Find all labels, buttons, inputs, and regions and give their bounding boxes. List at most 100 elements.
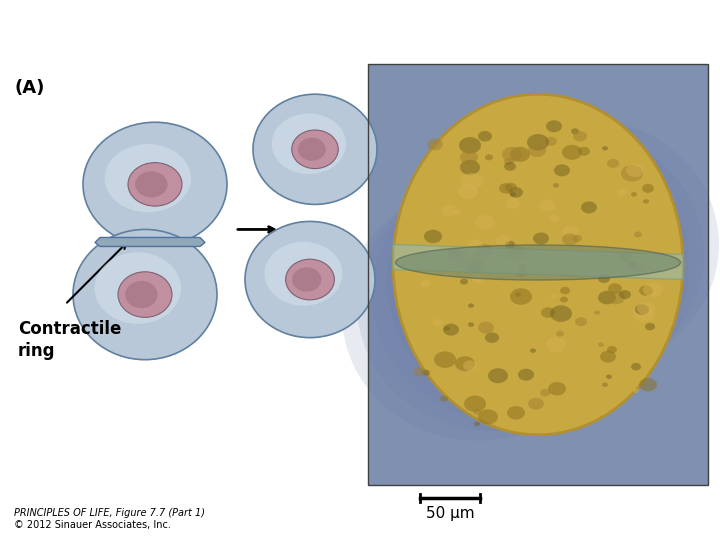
Text: © 2012 Sinauer Associates, Inc.: © 2012 Sinauer Associates, Inc. [14, 520, 171, 530]
Ellipse shape [433, 319, 443, 326]
Text: (A): (A) [14, 79, 45, 97]
Ellipse shape [135, 171, 168, 198]
Ellipse shape [527, 134, 549, 151]
Ellipse shape [546, 337, 566, 352]
Ellipse shape [560, 296, 568, 302]
Ellipse shape [553, 183, 559, 187]
Ellipse shape [468, 303, 474, 308]
Ellipse shape [607, 159, 619, 168]
Ellipse shape [474, 244, 494, 259]
Ellipse shape [478, 409, 498, 424]
Ellipse shape [551, 294, 557, 299]
Ellipse shape [402, 148, 674, 401]
Ellipse shape [505, 183, 517, 192]
Ellipse shape [466, 258, 486, 273]
Ellipse shape [468, 322, 474, 327]
Ellipse shape [475, 215, 495, 230]
Ellipse shape [606, 374, 612, 379]
Ellipse shape [298, 138, 326, 161]
Ellipse shape [453, 210, 461, 215]
Ellipse shape [635, 305, 649, 315]
Ellipse shape [600, 350, 616, 363]
Ellipse shape [420, 280, 430, 287]
Ellipse shape [432, 129, 704, 381]
Ellipse shape [643, 199, 649, 204]
Ellipse shape [286, 259, 334, 300]
Ellipse shape [467, 239, 483, 252]
Ellipse shape [455, 356, 475, 371]
Ellipse shape [619, 290, 631, 299]
Ellipse shape [393, 94, 683, 435]
Ellipse shape [455, 259, 467, 268]
Ellipse shape [510, 192, 516, 197]
Ellipse shape [496, 235, 510, 246]
Ellipse shape [387, 158, 659, 411]
Ellipse shape [545, 137, 557, 146]
Ellipse shape [594, 310, 600, 315]
Ellipse shape [548, 382, 566, 395]
Ellipse shape [550, 305, 572, 322]
Ellipse shape [539, 199, 555, 212]
Ellipse shape [253, 94, 377, 205]
Polygon shape [95, 238, 205, 246]
Ellipse shape [642, 184, 654, 193]
Ellipse shape [560, 287, 570, 294]
Text: PRINCIPLES OF LIFE, Figure 7.7 (Part 1): PRINCIPLES OF LIFE, Figure 7.7 (Part 1) [14, 508, 205, 518]
Ellipse shape [621, 165, 643, 181]
Ellipse shape [541, 307, 555, 318]
Ellipse shape [515, 292, 521, 297]
Bar [368, 64, 708, 485]
Ellipse shape [643, 282, 663, 297]
Ellipse shape [485, 154, 493, 160]
Ellipse shape [473, 409, 481, 415]
Ellipse shape [518, 264, 528, 271]
Ellipse shape [444, 326, 450, 331]
Ellipse shape [413, 367, 425, 376]
Ellipse shape [125, 281, 158, 308]
Ellipse shape [506, 246, 526, 261]
Ellipse shape [464, 395, 486, 412]
Ellipse shape [292, 130, 338, 168]
Ellipse shape [417, 138, 689, 391]
Ellipse shape [571, 129, 579, 134]
Ellipse shape [271, 113, 346, 174]
Ellipse shape [639, 378, 657, 392]
Ellipse shape [562, 233, 578, 246]
Ellipse shape [528, 398, 544, 410]
Ellipse shape [485, 333, 499, 343]
Ellipse shape [528, 144, 546, 157]
Ellipse shape [504, 162, 516, 171]
Ellipse shape [83, 122, 227, 246]
Ellipse shape [598, 291, 616, 305]
Ellipse shape [440, 396, 448, 402]
Polygon shape [393, 245, 683, 280]
Ellipse shape [607, 346, 617, 353]
Ellipse shape [460, 151, 478, 164]
Ellipse shape [245, 221, 375, 338]
Ellipse shape [562, 145, 582, 160]
Ellipse shape [607, 291, 625, 305]
Ellipse shape [562, 225, 578, 238]
Ellipse shape [434, 352, 456, 368]
Ellipse shape [631, 192, 637, 197]
Ellipse shape [422, 370, 430, 376]
Ellipse shape [441, 205, 457, 217]
Ellipse shape [633, 388, 639, 393]
Ellipse shape [505, 241, 515, 248]
Ellipse shape [619, 252, 631, 261]
Ellipse shape [602, 146, 608, 151]
Ellipse shape [533, 232, 549, 245]
Ellipse shape [530, 348, 536, 353]
Ellipse shape [104, 144, 191, 212]
Text: 50 μm: 50 μm [426, 506, 474, 521]
Ellipse shape [575, 317, 587, 326]
Ellipse shape [73, 230, 217, 360]
Ellipse shape [516, 270, 526, 277]
Ellipse shape [458, 184, 478, 199]
Ellipse shape [478, 131, 492, 141]
Ellipse shape [634, 232, 642, 238]
Ellipse shape [502, 147, 522, 162]
Ellipse shape [424, 230, 442, 243]
Ellipse shape [445, 272, 453, 278]
Ellipse shape [506, 198, 520, 208]
